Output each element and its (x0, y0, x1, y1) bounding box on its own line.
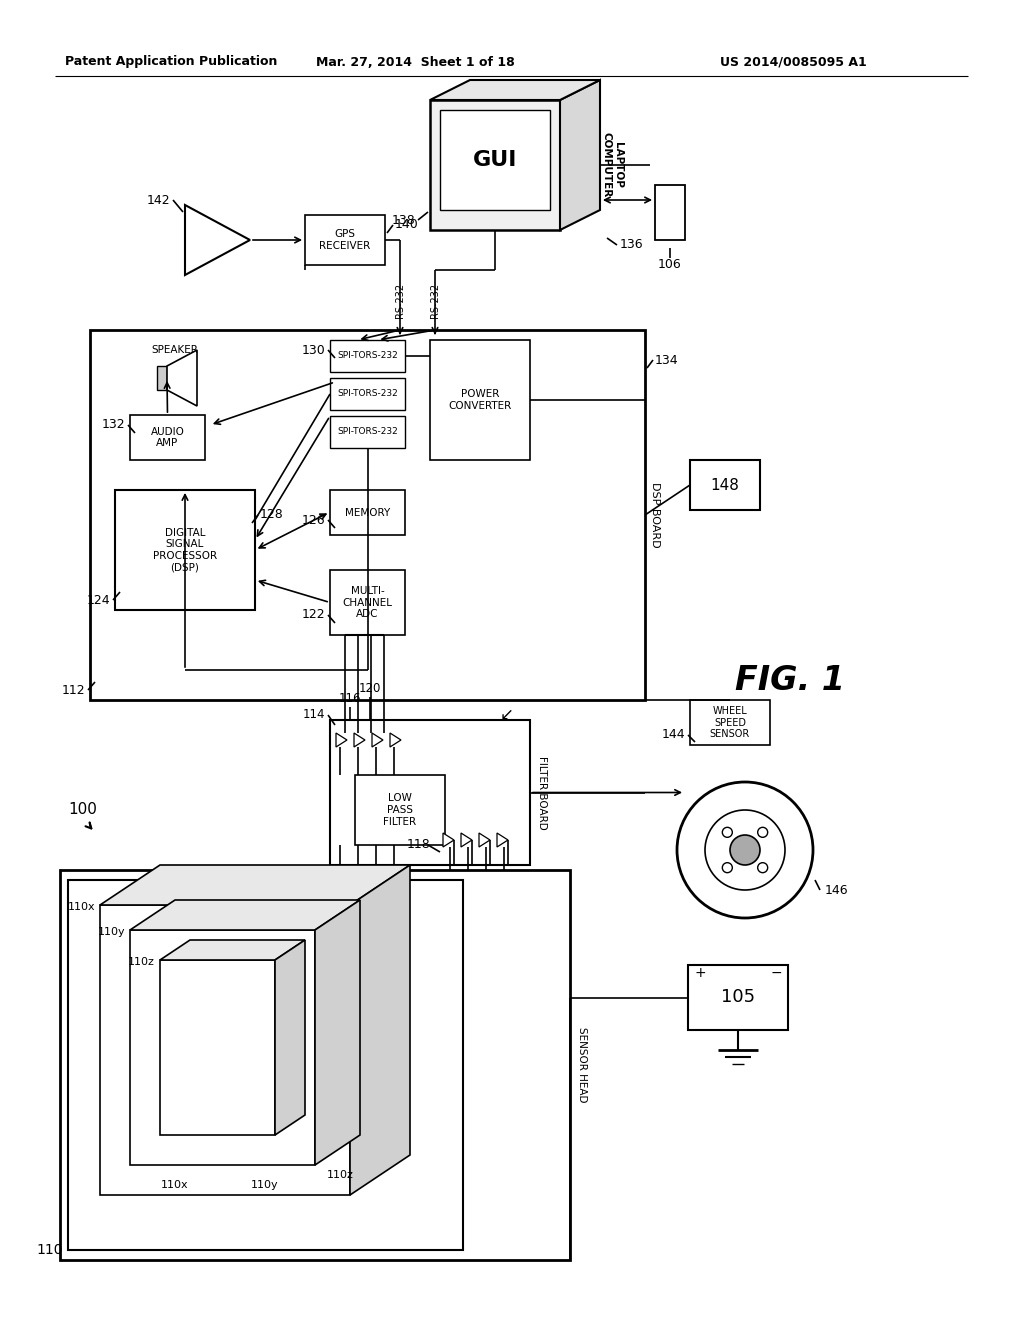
Text: 130: 130 (301, 343, 325, 356)
Text: 146: 146 (825, 883, 849, 896)
Polygon shape (167, 350, 197, 407)
Text: 128: 128 (260, 508, 284, 521)
Text: 136: 136 (620, 239, 644, 252)
Polygon shape (430, 81, 600, 100)
Bar (130, 931, 315, 1166)
Text: SPI-TORS-232: SPI-TORS-232 (337, 428, 398, 437)
Text: 144: 144 (662, 729, 685, 742)
Text: 116: 116 (339, 692, 361, 705)
Text: 122: 122 (301, 609, 325, 622)
Polygon shape (390, 733, 401, 747)
Text: +: + (694, 966, 706, 979)
Text: 124: 124 (86, 594, 110, 606)
Text: 114: 114 (302, 709, 325, 722)
Text: FILTER BOARD: FILTER BOARD (537, 755, 547, 829)
Text: US 2014/0085095 A1: US 2014/0085095 A1 (720, 55, 866, 69)
Bar (68, 880, 463, 1250)
Bar (330, 416, 406, 447)
Text: RS-232: RS-232 (430, 282, 440, 318)
Polygon shape (275, 940, 305, 1135)
Circle shape (730, 836, 760, 865)
Polygon shape (336, 733, 347, 747)
Text: LAPTOP
COMPUTER: LAPTOP COMPUTER (601, 132, 623, 198)
Polygon shape (479, 833, 490, 847)
Text: 120: 120 (358, 682, 381, 696)
Text: DIGITAL
SIGNAL
PROCESSOR
(DSP): DIGITAL SIGNAL PROCESSOR (DSP) (153, 528, 217, 573)
Text: Patent Application Publication: Patent Application Publication (65, 55, 278, 69)
Bar (100, 906, 350, 1195)
Text: GUI: GUI (473, 150, 517, 170)
Polygon shape (185, 205, 250, 275)
Bar (90, 330, 645, 700)
Bar (330, 341, 406, 372)
Bar (655, 185, 685, 240)
Text: 110: 110 (37, 1243, 63, 1257)
Text: −: − (770, 966, 781, 979)
Bar (330, 719, 530, 865)
Text: 110z: 110z (327, 1170, 353, 1180)
Text: 110y: 110y (251, 1180, 279, 1191)
Text: SPI-TORS-232: SPI-TORS-232 (337, 351, 398, 360)
Text: POWER
CONVERTER: POWER CONVERTER (449, 389, 512, 411)
Text: AUDIO
AMP: AUDIO AMP (151, 426, 184, 449)
Text: SPEAKER: SPEAKER (152, 345, 199, 355)
Text: 105: 105 (721, 989, 755, 1006)
Bar (157, 366, 167, 389)
Text: 100: 100 (68, 803, 97, 817)
Text: 110x: 110x (68, 902, 95, 912)
Text: WHEEL
SPEED
SENSOR: WHEEL SPEED SENSOR (710, 706, 751, 739)
Bar (330, 570, 406, 635)
Polygon shape (350, 865, 410, 1195)
Polygon shape (497, 833, 508, 847)
Polygon shape (130, 900, 360, 931)
Text: 110x: 110x (161, 1180, 188, 1191)
Bar (440, 110, 550, 210)
Text: 142: 142 (146, 194, 170, 206)
Text: MULTI-
CHANNEL
ADC: MULTI- CHANNEL ADC (342, 586, 392, 619)
Bar (430, 341, 530, 459)
Text: SENSOR HEAD: SENSOR HEAD (577, 1027, 587, 1102)
Bar (688, 965, 788, 1030)
Text: 126: 126 (301, 513, 325, 527)
Text: Mar. 27, 2014  Sheet 1 of 18: Mar. 27, 2014 Sheet 1 of 18 (315, 55, 514, 69)
Bar (60, 870, 570, 1261)
Bar (160, 960, 275, 1135)
Text: 148: 148 (711, 478, 739, 492)
Text: FIG. 1: FIG. 1 (735, 664, 845, 697)
Text: GPS
RECEIVER: GPS RECEIVER (319, 230, 371, 251)
Text: RS-232: RS-232 (395, 282, 406, 318)
Text: 110y: 110y (97, 927, 125, 937)
Bar (115, 490, 255, 610)
Polygon shape (443, 833, 454, 847)
Bar (330, 378, 406, 411)
Text: 138: 138 (391, 214, 415, 227)
Text: ↙: ↙ (500, 706, 514, 723)
Text: 134: 134 (655, 354, 679, 367)
Text: 106: 106 (658, 259, 682, 272)
Bar (430, 100, 560, 230)
Text: MEMORY: MEMORY (345, 507, 390, 517)
Polygon shape (160, 940, 305, 960)
Bar (690, 459, 760, 510)
Polygon shape (560, 81, 600, 230)
Polygon shape (372, 733, 383, 747)
Text: LOW
PASS
FILTER: LOW PASS FILTER (383, 793, 417, 826)
Text: 112: 112 (61, 684, 85, 697)
Text: 118: 118 (407, 838, 430, 851)
Polygon shape (100, 865, 410, 906)
Text: 132: 132 (101, 418, 125, 432)
Bar (690, 700, 770, 744)
Text: 110z: 110z (128, 957, 155, 968)
Polygon shape (315, 900, 360, 1166)
Polygon shape (461, 833, 472, 847)
Text: 140: 140 (395, 219, 419, 231)
Polygon shape (354, 733, 365, 747)
Bar (330, 490, 406, 535)
Bar (130, 414, 205, 459)
Bar (305, 215, 385, 265)
Text: SPI-TORS-232: SPI-TORS-232 (337, 389, 398, 399)
Bar (355, 775, 445, 845)
Text: DSP BOARD: DSP BOARD (650, 482, 660, 548)
